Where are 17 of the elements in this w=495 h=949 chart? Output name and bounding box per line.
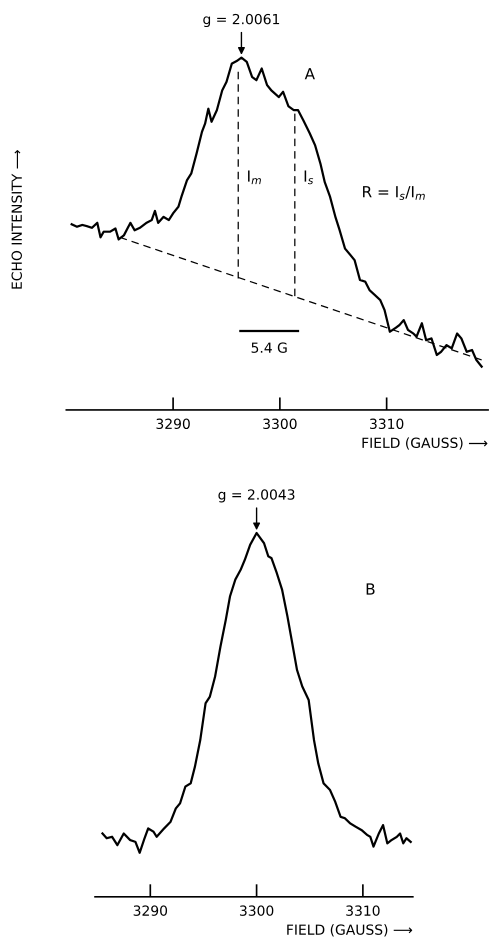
annotation: g = 2.0061 [203, 14, 280, 28]
x-tick-label: 3300 [240, 905, 274, 916]
annotation: g = 2.0043 [218, 489, 294, 502]
annotation: R = I$_{s}$/I$_{m}$ [363, 186, 425, 200]
x-axis-title: FIELD (GAUSS) ⟶ [287, 924, 412, 937]
x-tick-label: 3300 [263, 418, 297, 430]
annotation: I$_{m}$ [248, 170, 261, 184]
x-axis-title: FIELD (GAUSS) ⟶ [362, 437, 488, 450]
annotation: I$_{s}$ [304, 170, 314, 184]
annotation: 5.4 G [252, 342, 287, 353]
x-tick-label: 3310 [346, 905, 380, 916]
x-tick-label: 3290 [134, 905, 168, 916]
annotation: B [366, 583, 375, 595]
x-tick-label: 3310 [370, 418, 404, 430]
y-axis-title: ECHO INTENSITY ⟶ [11, 150, 22, 289]
annotation: A [304, 68, 315, 80]
x-tick-label: 3290 [156, 418, 190, 430]
